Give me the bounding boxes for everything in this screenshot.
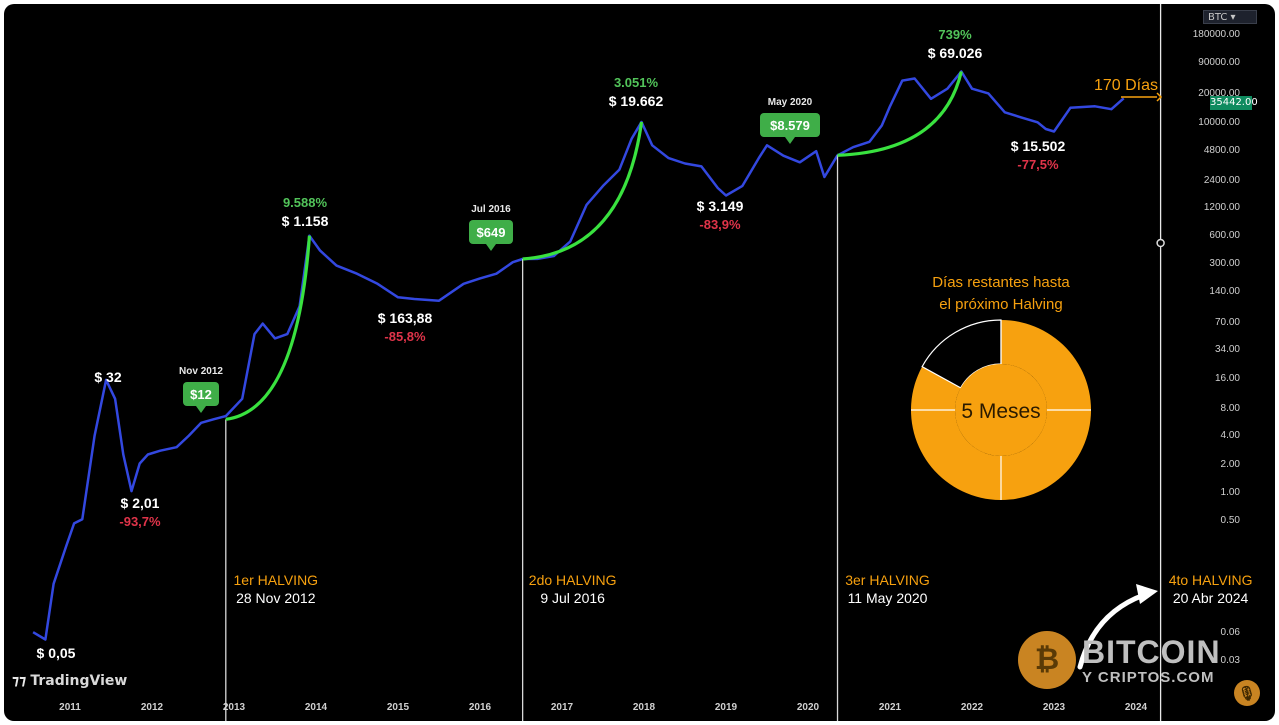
- price-bubble: [469, 220, 513, 244]
- x-tick-label: 2017: [551, 702, 574, 713]
- halving-date: 11 May 2020: [848, 590, 928, 606]
- y-tick-label: 180000.00: [1193, 29, 1241, 40]
- tradingview-logo-icon: ⁊⁊: [12, 673, 27, 689]
- symbol-label: BTC: [1208, 12, 1228, 23]
- donut-center-label: 5 Meses: [961, 400, 1040, 423]
- days-arrow-icon: [1156, 92, 1163, 102]
- y-tick-label: 300.00: [1209, 258, 1240, 269]
- x-tick-label: 2014: [305, 702, 328, 713]
- x-tick-label: 2012: [141, 702, 164, 713]
- y-tick-label: 4.00: [1221, 430, 1241, 441]
- low-price-label: $ 0,05: [37, 645, 76, 661]
- halving-title: 4to HALVING: [1169, 572, 1253, 588]
- bitcoin-microphone-icon: ₿: [1018, 631, 1076, 689]
- low-pct-label: -85,8%: [384, 329, 426, 344]
- price-bubble: [760, 113, 820, 137]
- x-tick-label: 2024: [1125, 702, 1148, 713]
- bubble-pointer: [785, 137, 795, 144]
- halving-marker-dot: [1156, 238, 1165, 248]
- bubble-date-label: Jul 2016: [471, 204, 511, 215]
- y-tick-label: 16.00: [1215, 373, 1240, 384]
- x-tick-label: 2019: [715, 702, 738, 713]
- halving-date: 28 Nov 2012: [236, 590, 316, 606]
- low-pct-label: -93,7%: [119, 514, 161, 529]
- brand-watermark: ₿ BITCOIN Y CRIPTOS.COM: [1018, 631, 1221, 689]
- y-tick-label: 70.00: [1215, 317, 1240, 328]
- tradingview-watermark: ⁊⁊ TradingView: [12, 673, 127, 689]
- halving-title: 1er HALVING: [234, 572, 319, 588]
- low-price-label: $ 3.149: [697, 198, 744, 214]
- donut-remaining-arc: [911, 320, 1091, 501]
- y-tick-label: 600.00: [1209, 230, 1240, 241]
- y-tick-label: 140.00: [1209, 286, 1240, 297]
- tradingview-label: TradingView: [30, 673, 128, 689]
- bubble-date-label: Nov 2012: [179, 366, 223, 377]
- chart-frame: 180000.00 90000.00 20000.00 10000.00 4800.00…: [4, 4, 1275, 721]
- donut-center: [955, 364, 1047, 456]
- pointer-arrowhead-icon: [1136, 584, 1158, 604]
- x-tick-label: 2020: [797, 702, 820, 713]
- brand-domain: Y CRIPTOS.COM: [1082, 668, 1215, 686]
- y-tick-label: 2.00: [1221, 459, 1241, 470]
- y-tick-label: 34.00: [1215, 344, 1240, 355]
- halving-date: 9 Jul 2016: [540, 590, 605, 606]
- halving-title: 3er HALVING: [845, 572, 930, 588]
- y-tick-label: 20000.00: [1198, 88, 1240, 99]
- halving-title: 2do HALVING: [529, 572, 617, 588]
- y-tick-label: 90000.00: [1198, 57, 1240, 68]
- x-tick-label: 2018: [633, 702, 656, 713]
- y-tick-label: 2400.00: [1204, 175, 1241, 186]
- y-tick-label: 4800.00: [1204, 145, 1241, 156]
- halving-date: 20 Abr 2024: [1173, 590, 1249, 606]
- days-remaining-label: 170 Días: [1094, 77, 1158, 94]
- high-price-label: $ 32: [94, 369, 121, 385]
- x-tick-label: 2022: [961, 702, 984, 713]
- brand-name: BITCOIN: [1082, 633, 1221, 670]
- x-tick-label: 2013: [223, 702, 246, 713]
- microphone-icon: 🎙: [1234, 680, 1260, 706]
- symbol-selector[interactable]: BTC ▾: [1203, 10, 1257, 24]
- y-tick-label: 10000.00: [1198, 117, 1240, 128]
- high-price-label: $ 69.026: [928, 45, 983, 61]
- y-tick-label: 1200.00: [1204, 202, 1241, 213]
- x-tick-label: 2015: [387, 702, 410, 713]
- low-pct-label: -83,9%: [699, 217, 741, 232]
- y-tick-label: 0.06: [1221, 627, 1241, 638]
- bubble-price-label: $12: [190, 387, 212, 402]
- bubble-pointer: [196, 406, 206, 413]
- low-pct-label: -77,5%: [1017, 157, 1059, 172]
- bubble-pointer: [486, 244, 496, 251]
- x-tick-label: 2016: [469, 702, 492, 713]
- high-price-label: $ 19.662: [609, 93, 664, 109]
- price-bubble: [183, 382, 219, 406]
- y-tick-label: 1.00: [1221, 487, 1241, 498]
- donut-title-line2: el próximo Halving: [939, 296, 1062, 313]
- y-tick-label: 0.03: [1221, 655, 1241, 666]
- y-tick-label: 0.50: [1221, 515, 1241, 526]
- high-pct-label: 739%: [938, 27, 972, 42]
- current-price-tag: 35442.00: [1210, 96, 1258, 110]
- x-tick-label: 2021: [879, 702, 902, 713]
- low-price-label: $ 163,88: [378, 310, 433, 326]
- y-tick-label: 8.00: [1221, 403, 1241, 414]
- high-price-label: $ 1.158: [282, 213, 329, 229]
- growth-curve: [837, 71, 963, 157]
- x-tick-label: 2011: [59, 702, 81, 713]
- growth-curve: [225, 235, 312, 421]
- low-price-label: $ 15.502: [1011, 138, 1066, 154]
- high-pct-label: 9.588%: [283, 195, 328, 210]
- x-tick-label: 2023: [1043, 702, 1066, 713]
- donut-title-line1: Días restantes hasta: [932, 274, 1070, 291]
- high-pct-label: 3.051%: [614, 75, 659, 90]
- growth-curve: [522, 121, 644, 261]
- low-price-label: $ 2,01: [121, 495, 160, 511]
- bubble-price-label: $8.579: [770, 118, 810, 133]
- btc-log-chart: 180000.00 90000.00 20000.00 10000.00 4800.00…: [32, 4, 1253, 721]
- bubble-price-label: $649: [477, 225, 506, 240]
- bubble-date-label: May 2020: [768, 97, 813, 108]
